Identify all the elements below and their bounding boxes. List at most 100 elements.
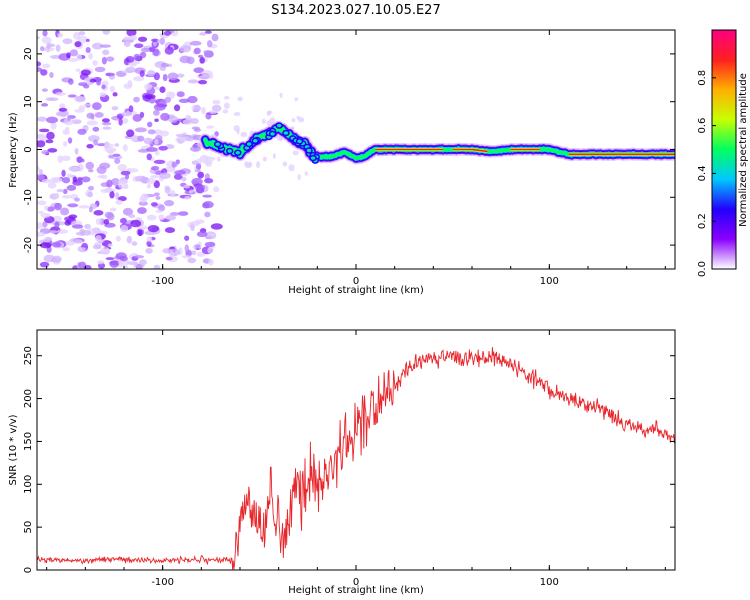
noise-blob (297, 174, 301, 181)
noise-blob (137, 228, 143, 237)
noise-blob (41, 178, 52, 184)
noise-blob (133, 96, 140, 103)
noise-blob (88, 52, 93, 60)
noise-blob (37, 116, 47, 122)
noise-blob (188, 189, 194, 194)
noise-blob (137, 225, 148, 230)
track-blob (251, 137, 260, 145)
noise-blob (58, 107, 68, 112)
noise-blob (133, 255, 145, 259)
noise-blob (62, 38, 73, 45)
noise-blob (88, 206, 93, 213)
noise-blob (40, 69, 48, 76)
noise-blob (288, 164, 295, 172)
noise-blob (267, 110, 273, 115)
noise-blob (191, 160, 199, 165)
track-blob (268, 130, 277, 138)
noise-blob (47, 148, 58, 153)
noise-blob (66, 52, 71, 59)
noise-blob (205, 233, 216, 237)
noise-blob (282, 161, 288, 167)
noise-blob (102, 30, 110, 35)
noise-blob (120, 225, 129, 233)
noise-blob (159, 172, 171, 179)
noise-blob (74, 197, 80, 202)
noise-blob (139, 51, 147, 59)
snr-axes: -100 0 100 0 50 100 150 200 250 (23, 330, 675, 588)
noise-blob (42, 238, 51, 243)
noise-blob (76, 53, 83, 61)
noise-blob (71, 224, 84, 229)
noise-blob (37, 61, 42, 67)
noise-blob (165, 214, 176, 221)
noise-blob (176, 73, 185, 78)
noise-blob (48, 97, 59, 101)
noise-blob (133, 43, 144, 49)
noise-blob (151, 38, 159, 43)
noise-blob (204, 241, 216, 248)
noise-blob (156, 39, 166, 44)
track-blob (213, 140, 222, 148)
noise-blob (106, 179, 113, 188)
noise-blob (117, 180, 129, 184)
x-tick-label: 0 (353, 276, 359, 287)
noise-blob (59, 103, 66, 109)
noise-blob (164, 46, 174, 55)
noise-blob (67, 94, 77, 98)
noise-blob (94, 66, 106, 73)
noise-blob (94, 112, 104, 118)
noise-blob (78, 31, 86, 36)
noise-blob (291, 118, 296, 123)
noise-blob (37, 174, 45, 181)
noise-blob (45, 139, 54, 144)
colorbar-tick-label: 0.4 (697, 165, 708, 181)
noise-blob (67, 115, 72, 121)
noise-blob (60, 207, 70, 216)
noise-blob (84, 223, 91, 230)
noise-blob (217, 156, 221, 162)
noise-blob (80, 69, 91, 76)
noise-blob (181, 255, 192, 259)
noise-blob (38, 169, 43, 175)
noise-blob (304, 171, 308, 176)
noise-blob (109, 85, 115, 93)
noise-blob (93, 139, 99, 146)
noise-blob (279, 92, 283, 98)
noise-blob (67, 203, 79, 208)
spectrogram-ylabel: Frequency (Hz) (8, 112, 19, 188)
noise-blob (66, 184, 77, 191)
noise-blob (72, 176, 78, 183)
noise-blob (112, 92, 118, 97)
noise-blob (189, 146, 202, 152)
noise-blob (99, 92, 107, 98)
noise-blob (184, 235, 190, 241)
noise-blob (39, 46, 45, 52)
colorbar-tick-label: 0.0 (697, 261, 708, 277)
noise-blob (117, 182, 129, 189)
noise-blob (85, 161, 95, 170)
x-tick-label: 100 (540, 276, 559, 287)
noise-blob (129, 136, 138, 141)
snr-ylabel: SNR (10 * v/v) (8, 414, 19, 485)
noise-blob (144, 94, 156, 99)
noise-blob (107, 243, 113, 247)
noise-blob (150, 202, 158, 207)
noise-blob (165, 256, 173, 261)
noise-blob (46, 116, 59, 124)
track-peak (452, 148, 488, 153)
x-tick-label: 100 (540, 577, 559, 588)
noise-blob (155, 196, 161, 200)
noise-blob (37, 133, 46, 138)
noise-blob (119, 217, 128, 224)
noise-blob (73, 31, 81, 40)
noise-blob (103, 219, 110, 225)
x-tick-label: 0 (353, 577, 359, 588)
noise-blob (147, 129, 156, 135)
noise-blob (158, 204, 166, 212)
noise-blob (115, 235, 121, 242)
noise-blob (150, 175, 160, 179)
noise-blob (147, 121, 153, 128)
noise-blob (68, 78, 74, 85)
noise-blob (190, 220, 200, 227)
